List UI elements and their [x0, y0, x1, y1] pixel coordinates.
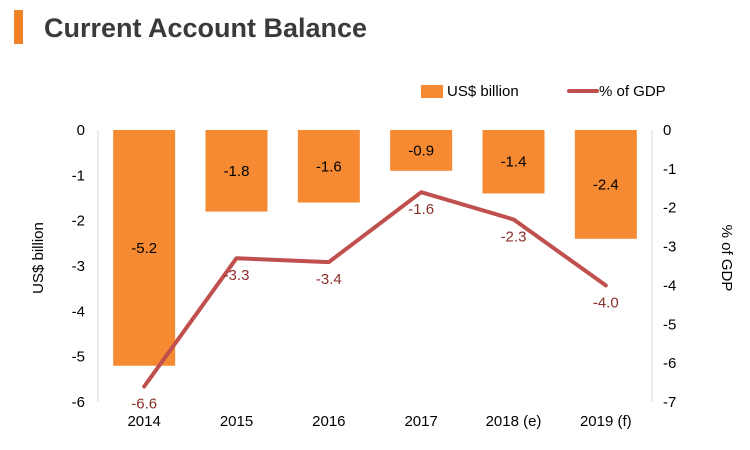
- line-data-label: -3.4: [316, 271, 342, 288]
- x-tick-label: 2018 (e): [486, 413, 542, 430]
- right-tick-label: -5: [663, 316, 676, 333]
- right-tick-label: -3: [663, 239, 676, 256]
- bar-data-label: -1.8: [224, 163, 250, 180]
- legend-bar-swatch: [421, 85, 443, 98]
- left-tick-label: 0: [77, 122, 85, 139]
- right-tick-label: 0: [663, 122, 671, 139]
- x-tick-label: 2019 (f): [580, 413, 632, 430]
- line-data-label: -3.3: [224, 267, 250, 284]
- y-axis-title-left: US$ billion: [30, 222, 47, 294]
- line-data-label: -1.6: [408, 201, 434, 218]
- right-axis-ticks: 0 -1 -2 -3 -4 -5 -6 -7: [663, 122, 676, 411]
- line-data-label: -2.3: [501, 228, 527, 245]
- left-tick-label: -3: [72, 258, 85, 275]
- gdp-line-series: [144, 192, 606, 386]
- bar-data-label: -0.9: [408, 142, 434, 159]
- left-tick-label: -6: [72, 394, 85, 411]
- right-tick-label: -1: [663, 161, 676, 178]
- title-accent-bar: [14, 10, 23, 44]
- x-tick-label: 2014: [127, 413, 160, 430]
- bar-data-label: -1.4: [501, 154, 527, 171]
- bar-data-label: -2.4: [593, 176, 619, 193]
- x-axis-ticks: 2014 2015 2016 2017 2018 (e) 2019 (f): [127, 413, 631, 430]
- bar-data-label: -1.6: [316, 158, 342, 175]
- line-labels: -6.6 -3.3 -3.4 -1.6 -2.3 -4.0: [131, 201, 619, 412]
- left-tick-label: -2: [72, 213, 85, 230]
- legend: US$ billion % of GDP: [421, 83, 666, 100]
- right-tick-label: -7: [663, 394, 676, 411]
- left-tick-label: -1: [72, 167, 85, 184]
- left-tick-label: -4: [72, 303, 85, 320]
- y-axis-title-right: % of GDP: [718, 225, 735, 292]
- left-axis-ticks: 0 -1 -2 -3 -4 -5 -6: [72, 122, 85, 411]
- line-data-label: -6.6: [131, 395, 157, 412]
- x-tick-label: 2016: [312, 413, 345, 430]
- x-tick-label: 2015: [220, 413, 253, 430]
- right-tick-label: -6: [663, 355, 676, 372]
- page-title: Current Account Balance: [44, 13, 367, 43]
- line-data-label: -4.0: [593, 294, 619, 311]
- bars: [113, 130, 637, 366]
- right-tick-label: -4: [663, 277, 676, 294]
- gdp-line: [144, 192, 606, 386]
- legend-line-label: % of GDP: [599, 83, 666, 100]
- left-tick-label: -5: [72, 349, 85, 366]
- bar-data-label: -5.2: [131, 240, 157, 257]
- bar-labels: -5.2 -1.8 -1.6 -0.9 -1.4 -2.4: [131, 142, 619, 256]
- legend-bar-label: US$ billion: [447, 83, 519, 100]
- right-tick-label: -2: [663, 200, 676, 217]
- x-tick-label: 2017: [404, 413, 437, 430]
- axis-lines: [98, 130, 652, 402]
